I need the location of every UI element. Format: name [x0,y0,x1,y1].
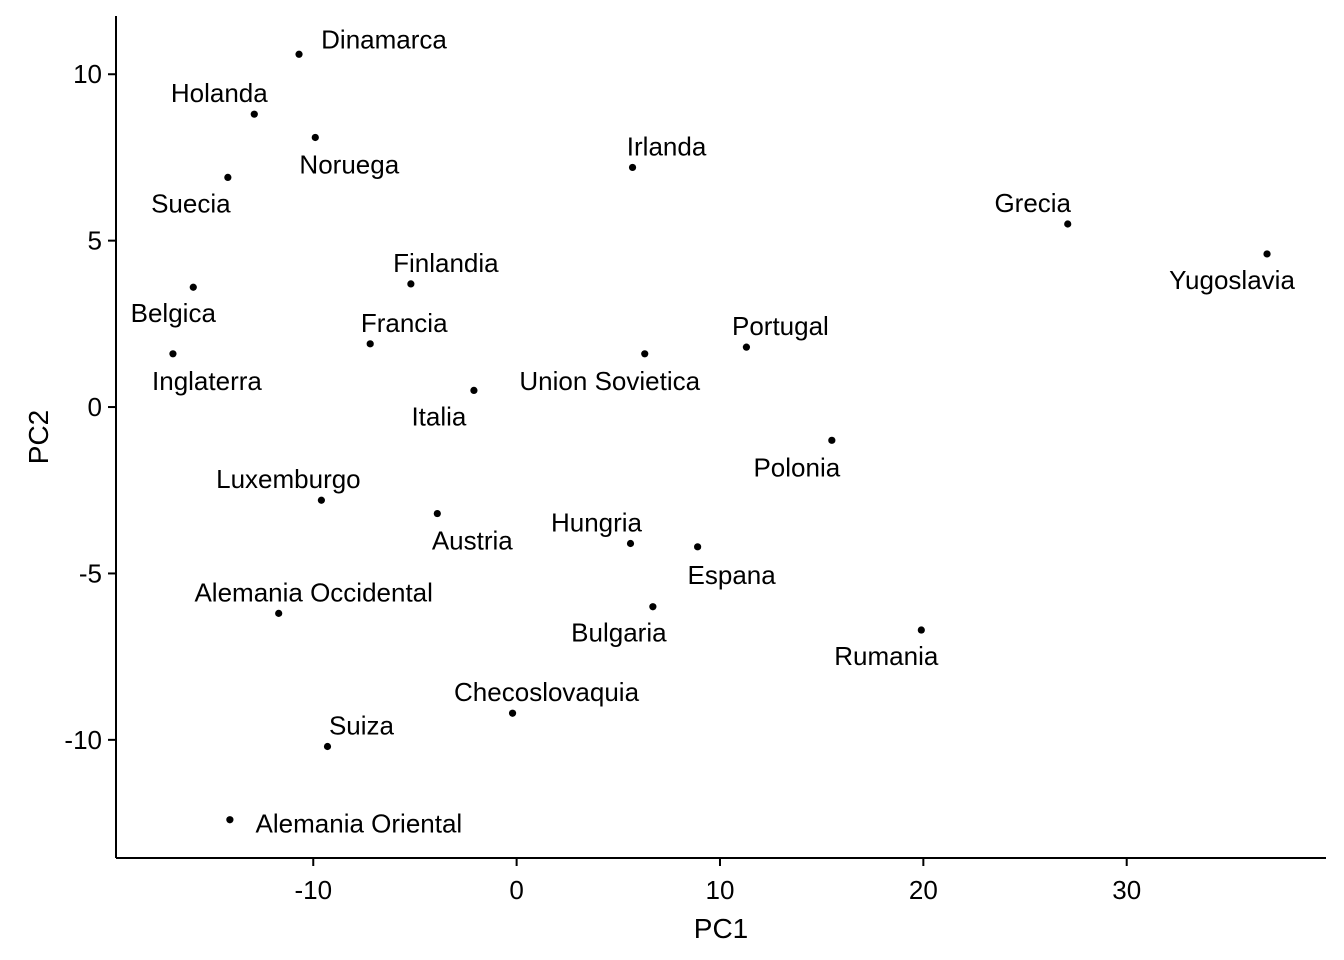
y-tick-label: 5 [88,226,102,256]
point-label: Polonia [753,452,840,482]
point-label: Irlanda [627,131,707,161]
x-tick-label: -10 [294,875,332,905]
data-point [742,343,751,351]
point-label: Portugal [732,311,829,341]
point-label: Inglaterra [152,366,262,396]
data-point [224,173,232,182]
y-tick-label: -5 [79,558,102,588]
data-point [169,350,177,358]
x-tick-label: 20 [909,875,938,905]
x-tick-label: 0 [509,875,523,905]
data-point [189,283,197,291]
point-label: Espana [688,560,777,590]
point-label: Union Sovietica [519,366,700,396]
point-label: Austria [432,526,513,556]
point-label: Grecia [994,188,1071,218]
data-point [226,816,234,824]
data-point [366,340,374,348]
data-point [275,609,283,617]
y-axis-ticks: -10 -5 0 5 10 [64,59,116,755]
data-point [317,496,325,504]
data-point [628,163,637,172]
x-tick-label: 10 [706,875,735,905]
data-point [694,543,702,551]
data-point [407,280,415,288]
point-label: Belgica [131,298,217,328]
x-axis-ticks: -10 0 10 20 30 [294,858,1141,905]
data-point [649,603,657,611]
point-label: Yugoslavia [1169,265,1295,295]
data-point [828,436,836,444]
y-axis-title: PC2 [23,410,54,464]
data-point [1064,220,1072,228]
point-label: Hungria [551,507,643,537]
data-point [508,709,517,717]
y-tick-label: 0 [88,392,102,422]
data-point [295,50,303,58]
data-points: Dinamarca Holanda Noruega Suecia Irlanda Grec… [131,24,1296,838]
data-point [311,133,319,142]
point-label: Bulgaria [571,618,667,648]
point-label: Alemania Oriental [256,809,463,839]
data-point [433,509,441,518]
data-point [626,539,635,548]
point-label: Luxemburgo [216,464,361,494]
point-label: Noruega [299,149,399,179]
point-label: Francia [361,308,448,338]
y-tick-label: 10 [73,59,102,89]
point-label: Finlandia [393,248,499,278]
x-tick-label: 30 [1112,875,1141,905]
point-label: Suiza [329,711,395,741]
x-axis-title: PC1 [694,913,748,944]
data-point [323,742,332,751]
data-point [250,110,258,118]
data-point [641,350,649,358]
point-label: Holanda [171,78,268,108]
point-label: Italia [411,401,466,431]
data-point [1263,250,1271,258]
point-label: Suecia [151,188,231,218]
data-point [917,626,925,634]
point-label: Checoslovaquia [454,677,640,707]
y-tick-label: -10 [64,725,102,755]
data-point [470,386,478,395]
point-label: Rumania [834,641,939,671]
point-label: Dinamarca [321,24,447,54]
point-label: Alemania Occidental [194,577,432,607]
